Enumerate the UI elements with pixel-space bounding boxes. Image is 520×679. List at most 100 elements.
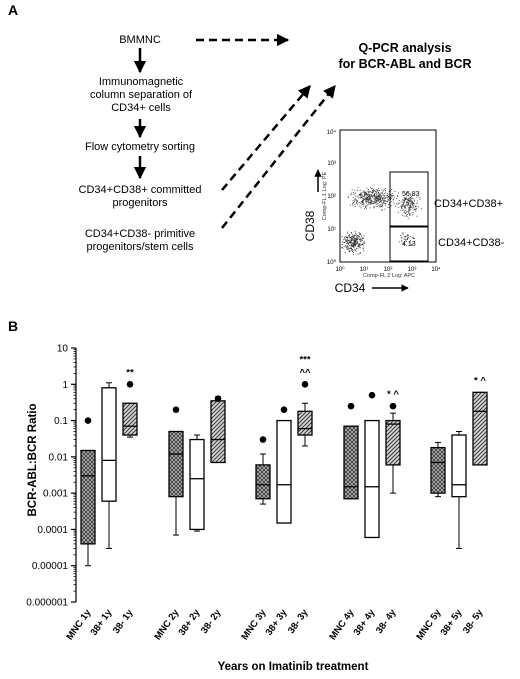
facs-event-dot [384, 198, 386, 199]
facs-event-dot [403, 202, 404, 204]
facs-event-dot [408, 200, 409, 201]
facs-event-dot [415, 208, 417, 210]
facs-event-dot [352, 251, 353, 252]
facs-event-dot [348, 235, 350, 237]
facs-event-dot [390, 197, 392, 198]
facs-event-dot [372, 200, 374, 202]
facs-event-dot [375, 195, 376, 197]
facs-event-dot [358, 238, 360, 240]
facs-event-dot [372, 190, 374, 192]
facs-event-dot [374, 201, 376, 203]
x-category-label: 38- 4y [374, 607, 399, 636]
facs-event-dot [376, 199, 378, 201]
facs-event-dot [370, 202, 372, 204]
facs-event-dot [359, 243, 361, 245]
facs-event-dot [376, 196, 378, 197]
facs-event-dot [367, 194, 368, 196]
facs-event-dot [355, 200, 357, 202]
facs-event-dot [402, 199, 404, 201]
facs-event-dot [368, 202, 370, 204]
box-38+-5y [451, 434, 467, 498]
facs-event-dot [363, 198, 364, 200]
facs-event-dot [406, 212, 407, 214]
facs-event-dot [351, 240, 353, 241]
facs-event-dot [363, 235, 365, 237]
facs-event-dot [405, 208, 407, 210]
facs-event-dot [350, 239, 352, 241]
facs-event-dot [353, 193, 355, 195]
facs-event-dot [351, 249, 353, 251]
facs-event-dot [365, 197, 367, 199]
facs-event-dot [406, 240, 407, 242]
facs-event-dot [341, 236, 343, 237]
facs-event-dot [402, 209, 404, 211]
facs-event-dot [347, 197, 349, 198]
facs-event-dot [380, 199, 381, 201]
facs-event-dot [368, 200, 369, 202]
facs-event-dot [388, 190, 390, 192]
box-38--3y [297, 410, 313, 436]
facs-event-dot [353, 245, 355, 247]
facs-event-dot [349, 241, 350, 243]
facs-event-dot [410, 197, 412, 198]
facs-event-dot [362, 191, 364, 193]
facs-event-dot [379, 199, 380, 200]
box-38--1y [122, 402, 138, 436]
facs-event-dot [356, 242, 358, 244]
facs-event-dot [383, 197, 385, 199]
box-outlier [259, 436, 267, 443]
facs-event-dot [405, 240, 407, 242]
facs-event-dot [355, 240, 357, 242]
facs-event-dot [371, 192, 373, 194]
facs-event-dot [349, 242, 351, 244]
facs-event-dot [407, 203, 409, 204]
facs-event-dot [354, 244, 356, 245]
facs-event-dot [409, 199, 411, 201]
facs-event-dot [364, 194, 365, 195]
facs-event-dot [410, 203, 412, 205]
facs-event-dot [351, 244, 353, 246]
facs-event-dot [409, 214, 411, 216]
facs-event-dot [411, 204, 413, 206]
facs-event-dot [404, 211, 406, 213]
facs-event-dot [350, 241, 352, 243]
facs-event-dot [398, 200, 400, 201]
facs-event-dot [407, 198, 409, 200]
box-mnc-2y [168, 430, 184, 498]
facs-event-dot [372, 202, 374, 204]
facs-event-dot [377, 205, 379, 207]
facs-event-dot [352, 242, 354, 244]
facs-event-dot [369, 199, 371, 200]
facs-event-dot [421, 208, 423, 210]
facs-event-dot [412, 207, 414, 209]
facs-event-dot [366, 200, 368, 202]
facs-event-dot [354, 248, 356, 250]
facs-event-dot [370, 186, 372, 188]
box-outlier [347, 402, 355, 410]
facs-event-dot [346, 245, 348, 247]
facs-event-dot [355, 249, 356, 251]
box-38--5y [472, 391, 488, 466]
facs-event-dot [360, 234, 362, 236]
facs-event-dot [388, 196, 390, 198]
flow-step-cd38-positive: CD34+CD38+ committed progenitors [78, 184, 202, 209]
facs-event-dot [364, 190, 365, 192]
facs-event-dot [354, 245, 355, 247]
facs-event-dot [398, 211, 400, 213]
facs-event-dot [354, 241, 355, 243]
facs-event-dot [382, 196, 384, 198]
facs-event-dot [375, 206, 377, 208]
facs-event-dot [350, 238, 352, 240]
facs-event-dot [359, 253, 361, 254]
box-mnc-4y [343, 425, 359, 500]
facs-event-dot [359, 197, 361, 199]
facs-event-dot [368, 200, 370, 201]
facs-event-dot [403, 211, 405, 213]
facs-upper-gate-label: CD34+CD38+ [434, 198, 504, 210]
facs-event-dot [353, 244, 355, 246]
facs-event-dot [407, 237, 409, 238]
facs-event-dot [365, 198, 367, 200]
facs-event-dot [383, 200, 385, 202]
facs-event-dot [370, 203, 372, 205]
facs-event-dot [353, 235, 355, 237]
